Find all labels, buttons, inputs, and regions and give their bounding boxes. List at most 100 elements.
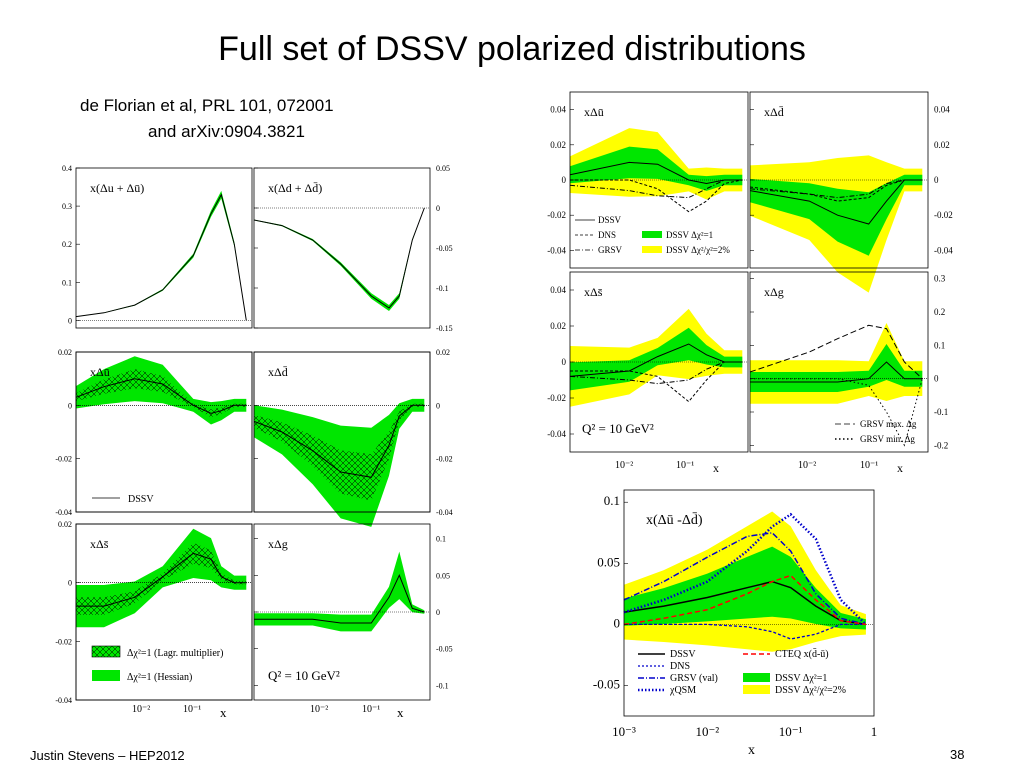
plot-title: xΔs̄ xyxy=(584,285,603,299)
y-tick-label: 0.3 xyxy=(62,202,72,211)
rt-xtick-2: 10⁻¹ xyxy=(676,460,694,471)
left-q2-label: Q² = 10 GeV² xyxy=(268,668,340,683)
bottom-x-label: x xyxy=(748,743,755,758)
x-tick-label: 10⁻² xyxy=(695,724,719,739)
y-tick-label: -0.2 xyxy=(934,440,948,450)
left-legend-dssv: DSSV xyxy=(92,494,154,505)
frame xyxy=(749,271,929,453)
plot-xΔū: 0.02 0 -0.02 -0.04 xΔū xyxy=(55,348,253,517)
series-GRSV max. Δg xyxy=(749,324,923,380)
plot-title: x(Δu + Δū) xyxy=(90,181,144,195)
left-x-label-2: x xyxy=(397,705,404,720)
y-tick-label: -0.04 xyxy=(436,508,453,517)
legend-lagr-label: Δχ²=1 (Lagr. multiplier) xyxy=(127,648,223,659)
series-DSSV xyxy=(569,161,743,185)
right-legend-g: GRSV max. Δg GRSV min. Δg xyxy=(835,419,917,444)
plot-title: xΔd̄ xyxy=(268,365,288,379)
y-tick-label: 0.1 xyxy=(62,278,72,287)
x-tick-label: 10⁻¹ xyxy=(779,724,803,739)
y-tick-label: 0.02 xyxy=(58,520,72,529)
plot-title: xΔg xyxy=(764,285,784,299)
left-xtick-1: 10⁻² xyxy=(132,704,150,715)
y-tick-label: -0.02 xyxy=(934,210,953,220)
x-tick-label: 1 xyxy=(871,724,878,739)
y-tick-label: -0.02 xyxy=(547,393,566,403)
blegend-cteq: CTEQ x(d̄-ū) xyxy=(775,648,829,660)
y-tick-label: -0.1 xyxy=(436,284,449,293)
left-legend-hess: Δχ²=1 (Hessian) xyxy=(92,670,192,683)
y-tick-label: -0.05 xyxy=(593,676,620,691)
blegend-chi2: DSSV Δχ²/χ²=2% xyxy=(775,685,846,696)
page-number: 38 xyxy=(950,747,965,762)
y-tick-label: -0.04 xyxy=(934,245,953,255)
y-tick-label: 0 xyxy=(614,615,621,630)
plot-xΔū: 0.04 0.02 0 -0.02 -0.04 xΔū xyxy=(547,91,749,269)
series-DSSV xyxy=(76,552,247,607)
band-green xyxy=(76,190,247,321)
series-DSSV xyxy=(253,404,425,478)
series-DNS xyxy=(570,361,743,403)
y-tick-label: 0 xyxy=(436,401,440,410)
frame xyxy=(75,351,253,513)
plot-title: x(Δd + Δd̄) xyxy=(268,181,322,195)
legend-hess-label: Δχ²=1 (Hessian) xyxy=(127,672,192,683)
left-xtick-3: 10⁻² xyxy=(310,704,328,715)
rlegend-grsv: GRSV xyxy=(598,245,623,255)
y-tick-label: 0.04 xyxy=(550,105,566,115)
rlegend-chi1: DSSV Δχ²=1 xyxy=(666,230,713,240)
plot-x(Δū -Δd̄): 0.1 0.05 0 -0.05 x(Δū -Δd̄) xyxy=(593,489,875,717)
left-xtick-4: 10⁻¹ xyxy=(362,704,380,715)
right-legend: DSSV DNS GRSV DSSV Δχ²=1 DSSV Δχ²/χ²=2% xyxy=(575,215,730,255)
frame xyxy=(75,523,253,701)
citation-line-2: and arXiv:0904.3821 xyxy=(148,122,305,141)
right-q2-label: Q² = 10 GeV² xyxy=(582,421,654,436)
y-tick-label: -0.04 xyxy=(55,508,72,517)
y-tick-label: 0 xyxy=(68,401,72,410)
y-tick-label: -0.04 xyxy=(55,696,72,705)
rt-xtick-3: 10⁻² xyxy=(798,460,816,471)
plot-xΔs̄: 0.04 0.02 0 -0.02 -0.04 xΔs̄ xyxy=(547,271,749,453)
series-CTEQ x(d̄-ū) xyxy=(623,574,867,626)
frame xyxy=(75,167,253,329)
bottom-panel: 0.1 0.05 0 -0.05 x(Δū -Δd̄) 10⁻³ 10⁻² 10⁻¹ 1 DSS… xyxy=(593,489,878,758)
plot-title: xΔd̄ xyxy=(764,105,784,119)
citation-line-1: de Florian et al, PRL 101, 072001 xyxy=(80,96,334,115)
y-tick-label: 0.1 xyxy=(436,535,446,544)
series-DSSV xyxy=(75,193,247,321)
band-green xyxy=(254,551,425,632)
band-green xyxy=(76,369,247,418)
frame xyxy=(623,489,875,717)
blegend-grsv: GRSV (val) xyxy=(670,673,718,684)
y-tick-label: 0.2 xyxy=(62,240,72,249)
frame xyxy=(253,351,431,513)
y-tick-label: -0.1 xyxy=(934,407,948,417)
rlegend-dns: DNS xyxy=(598,230,616,240)
y-tick-label: -0.1 xyxy=(436,681,449,690)
rt-x-label-1: x xyxy=(713,461,719,475)
series-DSSV xyxy=(75,378,247,414)
blegend-dns: DNS xyxy=(670,661,690,672)
left-xtick-2: 10⁻¹ xyxy=(183,704,201,715)
band-green xyxy=(750,344,923,392)
slide-title: Full set of DSSV polarized distributions xyxy=(218,30,806,68)
y-tick-label: -0.02 xyxy=(547,210,566,220)
y-tick-label: 0 xyxy=(68,579,72,588)
plot- xyxy=(75,351,253,513)
blegend-xqsm: χQSM xyxy=(669,685,696,696)
y-tick-label: 0 xyxy=(436,608,440,617)
series-DSSV xyxy=(750,361,923,383)
band-green xyxy=(570,146,743,191)
y-tick-label: 0.02 xyxy=(550,321,566,331)
bottom-legend: DSSV DNS GRSV (val) χQSM CTEQ x(d̄-ū) DS… xyxy=(638,648,846,696)
y-tick-label: 0.02 xyxy=(58,348,72,357)
y-tick-label: 0.02 xyxy=(934,140,950,150)
y-tick-label: -0.05 xyxy=(436,244,453,253)
series-DSSV xyxy=(253,207,425,309)
y-tick-label: 0.1 xyxy=(934,340,945,350)
y-tick-label: 0.2 xyxy=(934,307,945,317)
series-DSSV xyxy=(254,574,425,624)
y-tick-label: 0 xyxy=(436,204,440,213)
y-tick-label: 0 xyxy=(934,175,939,185)
left-x-label: x xyxy=(220,705,227,720)
rlegend-dssv: DSSV xyxy=(598,215,622,225)
